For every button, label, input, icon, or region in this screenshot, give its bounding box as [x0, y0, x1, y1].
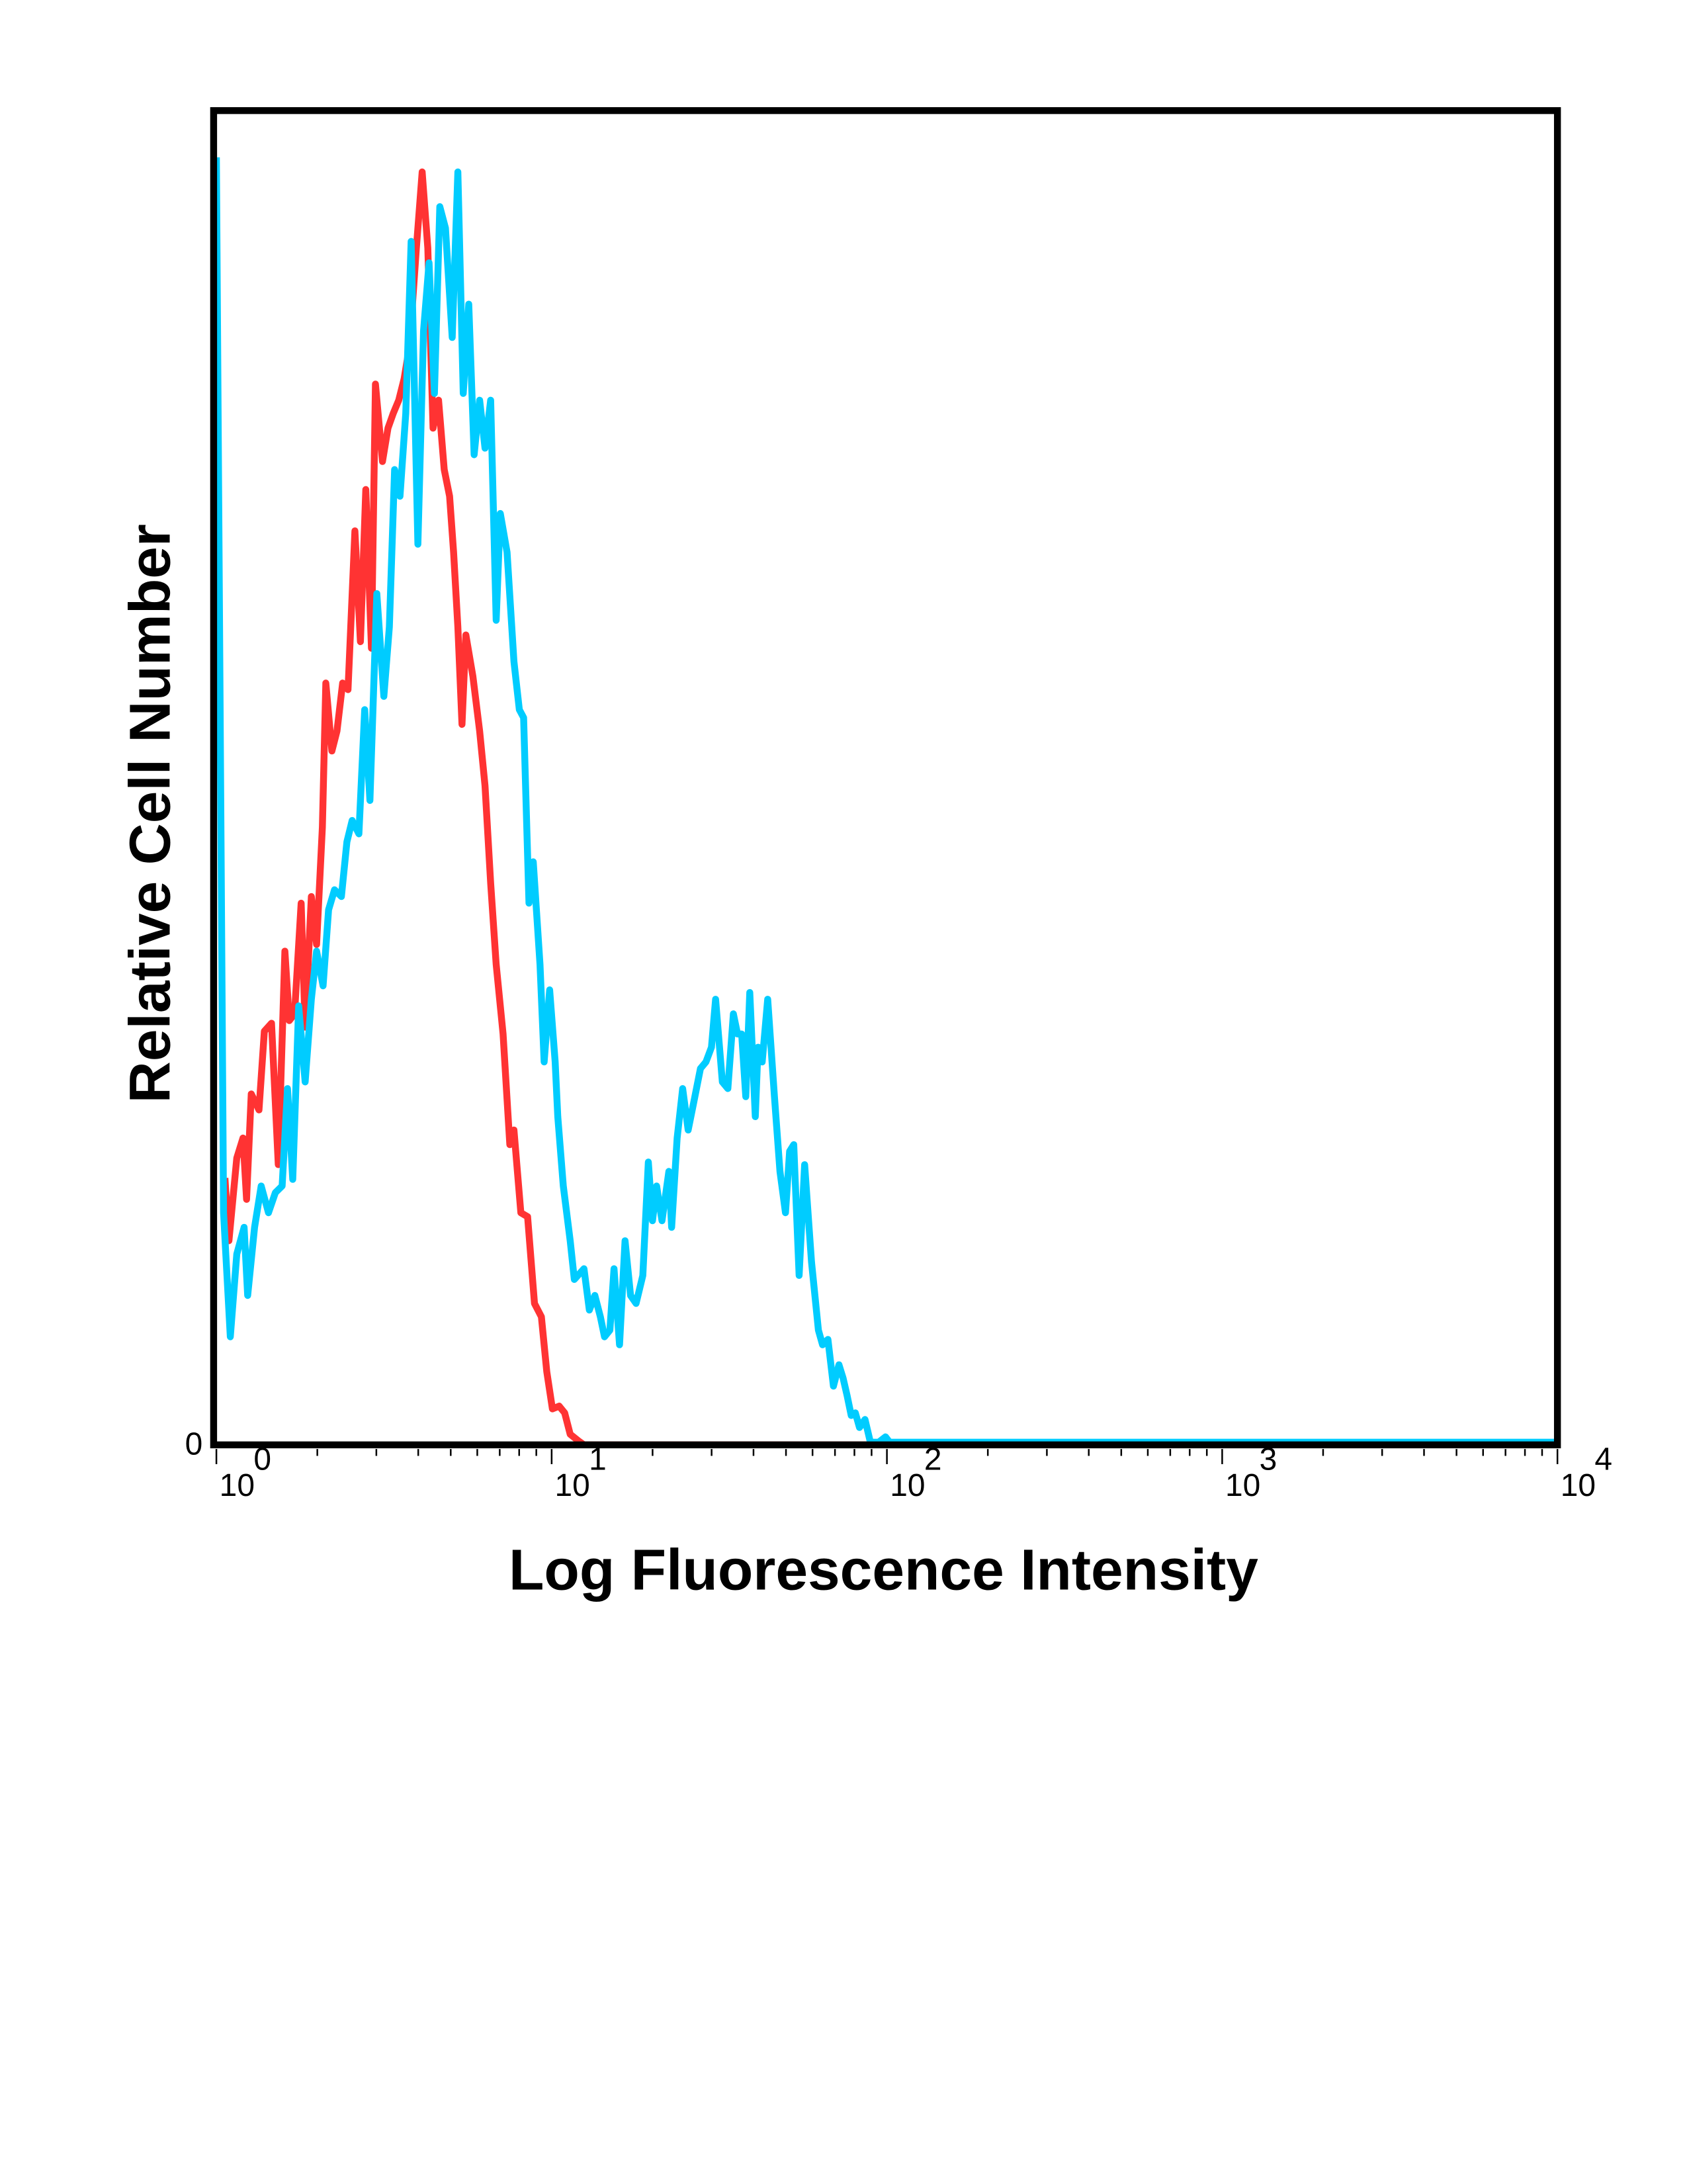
x-tick-base-3: 10 [1225, 1468, 1260, 1503]
x-tick-base-0: 10 [220, 1468, 255, 1503]
histogram-series-1 [212, 157, 1558, 1446]
x-tick-exponent-1: 1 [589, 1442, 607, 1477]
x-axis-ticks [215, 1449, 1559, 1464]
x-tick-exponent-0: 0 [253, 1442, 271, 1477]
x-tick-exponent-4: 4 [1594, 1442, 1612, 1477]
x-tick-base-1: 10 [554, 1468, 589, 1503]
y-tick-label-0: 0 [185, 1426, 203, 1462]
series-layer [212, 157, 1558, 1449]
x-tick-exponent-2: 2 [924, 1442, 942, 1477]
x-tick-base-4: 10 [1561, 1468, 1596, 1503]
x-tick-base-2: 10 [890, 1468, 925, 1503]
y-axis-title: Relative Cell Number [117, 524, 182, 1103]
plot-frame [210, 107, 1561, 1449]
x-tick-exponent-3: 3 [1260, 1442, 1277, 1477]
x-axis-title: Log Fluorescence Intensity [509, 1538, 1258, 1602]
x-tick-labels: 10 0 10 1 10 2 10 3 10 4 [220, 1442, 1612, 1503]
